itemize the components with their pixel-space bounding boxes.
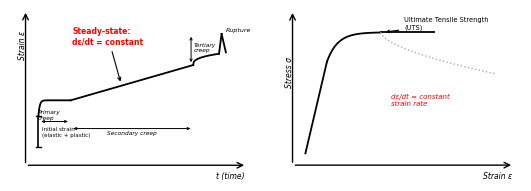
Text: Strain ε: Strain ε bbox=[483, 172, 512, 181]
Text: Stress σ: Stress σ bbox=[285, 57, 294, 88]
Text: Ultimate Tensile Strength
(UTS): Ultimate Tensile Strength (UTS) bbox=[387, 17, 489, 33]
Text: Secondary creep: Secondary creep bbox=[107, 131, 157, 136]
Text: Primary
creep: Primary creep bbox=[37, 110, 60, 121]
Text: t (time): t (time) bbox=[216, 172, 245, 181]
Text: dε/dt = constant
strain rate: dε/dt = constant strain rate bbox=[391, 94, 450, 107]
Text: Strain ε: Strain ε bbox=[18, 31, 27, 60]
Text: Tertiary
creep: Tertiary creep bbox=[194, 43, 216, 53]
Text: Initial strain
(elastic + plastic): Initial strain (elastic + plastic) bbox=[41, 127, 90, 138]
Text: Rupture: Rupture bbox=[226, 28, 251, 32]
Text: Steady-state:
dε/dt = constant: Steady-state: dε/dt = constant bbox=[72, 27, 143, 80]
